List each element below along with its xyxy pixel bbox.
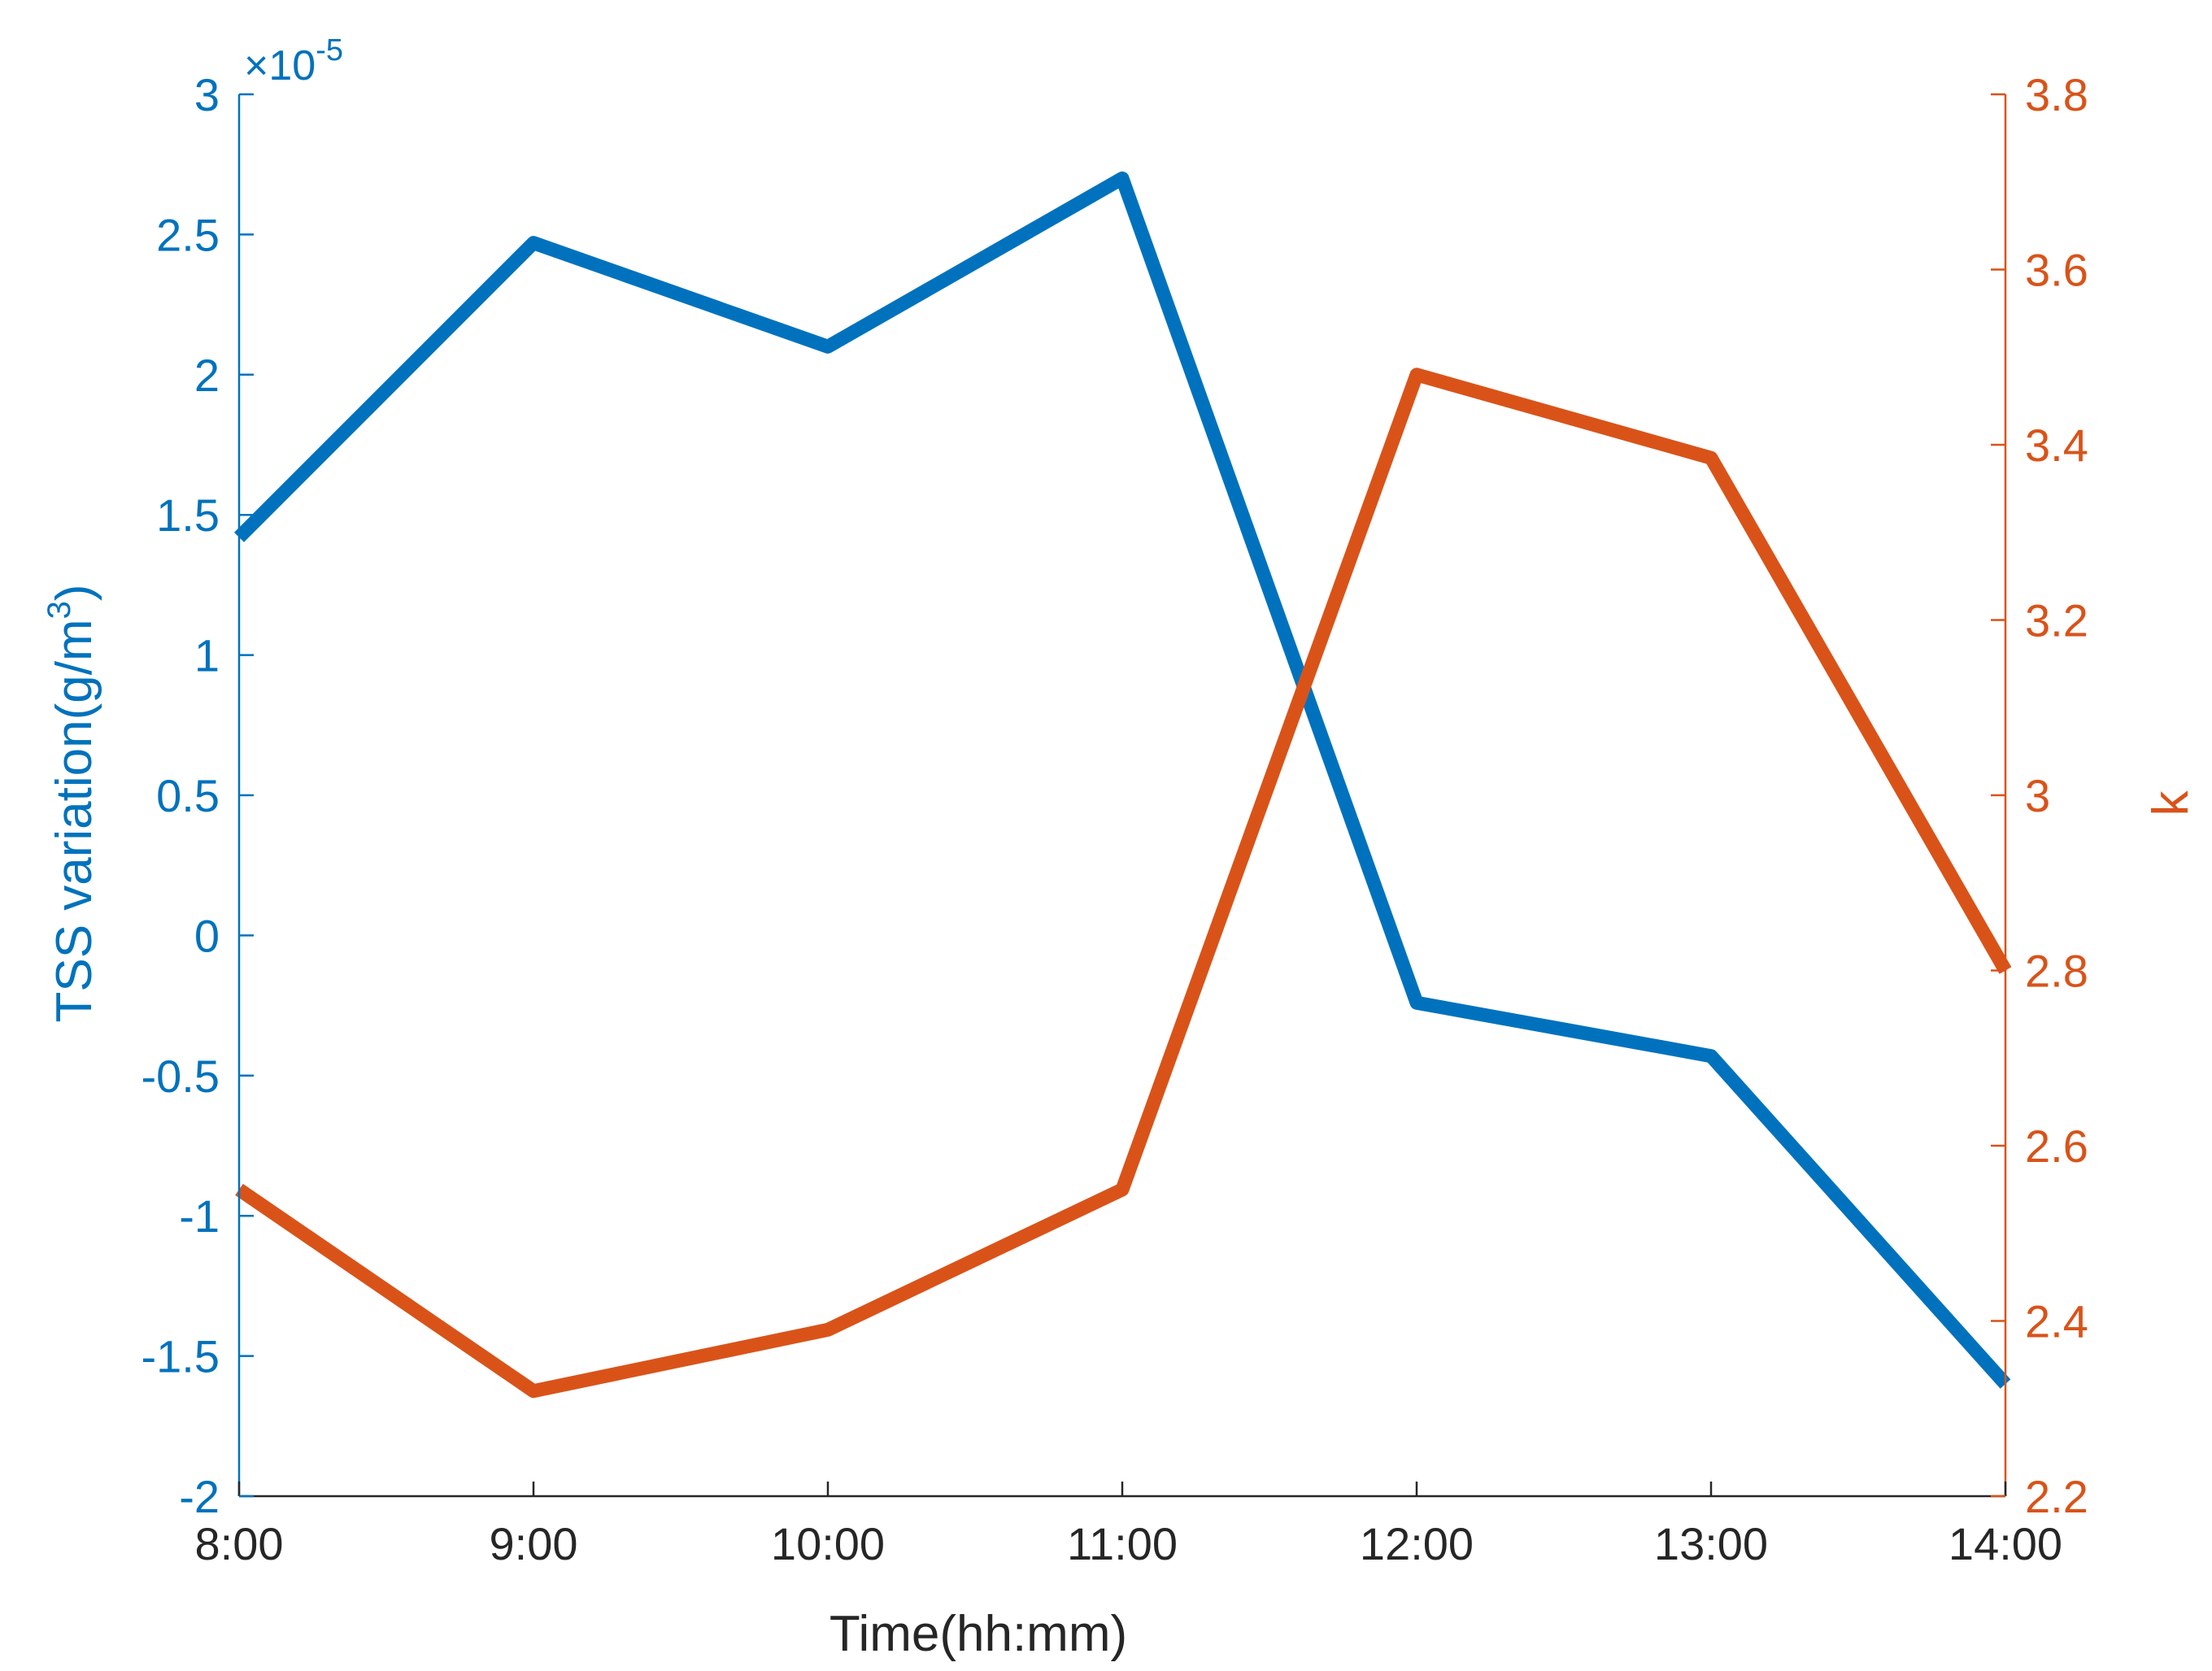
left-axis-title-close: ) [46, 584, 102, 601]
left-tick-label: 2 [194, 350, 220, 401]
series-line-left [233, 171, 2011, 1389]
x-tick-label: 12:00 [1360, 1518, 1474, 1569]
labels-layer: 8:00 9:00 10:00 11:00 12:00 13:00 14:00 3 2.5 2 1.… [142, 69, 2088, 1569]
left-tick-label: -1 [179, 1190, 220, 1242]
left-tick-label: 1 [194, 630, 220, 681]
right-tick-label: 2.2 [2025, 1471, 2088, 1522]
left-tick-label: -2 [179, 1471, 220, 1522]
series-layer [233, 171, 2012, 1399]
left-tick-label: -0.5 [142, 1051, 220, 1102]
left-tick-label: -1.5 [142, 1331, 220, 1382]
right-axis-title: k [2143, 790, 2199, 816]
right-tick-label: 3.6 [2025, 245, 2088, 296]
left-tick-label: 3 [194, 69, 220, 120]
left-axis-exponent-label: ×10-5 [244, 33, 343, 89]
left-axis-title: TSS variation(g/m3) [41, 584, 102, 1022]
x-tick-label: 14:00 [1949, 1518, 2062, 1569]
axes-layer [237, 93, 2007, 1498]
left-axis-title-text: TSS variation(g/m [46, 619, 102, 1022]
x-tick-label: 9:00 [490, 1518, 578, 1569]
left-tick-label: 2.5 [156, 209, 220, 260]
left-tick-label: 1.5 [156, 490, 220, 541]
right-tick-label: 3.8 [2025, 69, 2088, 120]
right-tick-label: 2.8 [2025, 946, 2088, 997]
x-tick-label: 13:00 [1654, 1518, 1768, 1569]
x-tick-label: 11:00 [1067, 1518, 1178, 1569]
right-tick-label: 3 [2025, 770, 2050, 821]
right-tick-label: 3.4 [2025, 420, 2088, 471]
left-axis-title-superscript: 3 [41, 601, 77, 619]
left-tick-label: 0 [194, 910, 220, 961]
right-tick-label: 3.2 [2025, 595, 2088, 646]
x-axis-title: Time(hh:mm) [830, 1606, 1127, 1662]
right-tick-label: 2.6 [2025, 1121, 2088, 1172]
x-tick-label: 8:00 [195, 1518, 284, 1569]
exponent-prefix: ×10 [244, 42, 316, 89]
left-tick-label: 0.5 [156, 770, 220, 821]
x-tick-label: 10:00 [771, 1518, 885, 1569]
series-line-right [235, 368, 2012, 1399]
exponent-value: -5 [316, 33, 343, 67]
right-tick-label: 2.4 [2025, 1296, 2088, 1347]
